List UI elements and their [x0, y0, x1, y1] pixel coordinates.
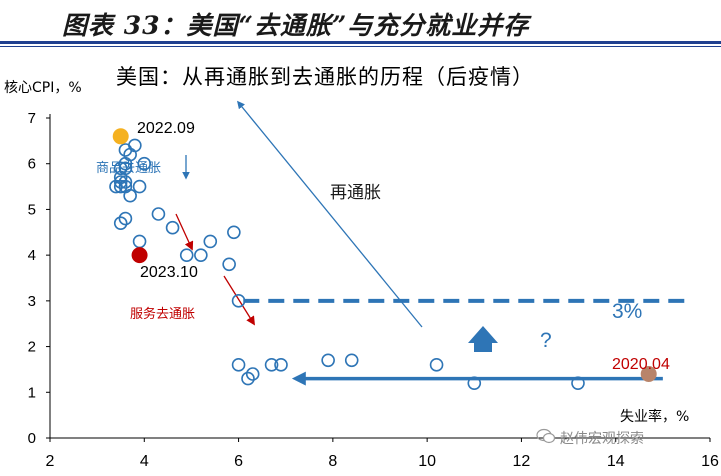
data-point: [241, 371, 255, 386]
data-point: [231, 294, 246, 308]
highlight-point-2020-04: [640, 366, 657, 382]
watermark-text: 赵伟宏观探索: [560, 431, 644, 447]
reinflation-arrow: [237, 100, 423, 328]
question-mark: ?: [540, 329, 552, 352]
x-tick-label: 14: [607, 453, 625, 470]
y-tick-label: 5: [28, 201, 36, 218]
data-point: [118, 161, 133, 176]
up-arrow: [468, 326, 498, 352]
data-point: [467, 376, 482, 390]
data-point: [429, 358, 444, 372]
data-point: [123, 188, 137, 203]
data-point: [128, 138, 142, 153]
data-point: [245, 367, 260, 381]
data-point: [227, 225, 241, 240]
y-tick-label: 7: [28, 110, 36, 127]
x-tick-label: 10: [418, 453, 436, 470]
x-axis-label: 失业率，%: [620, 408, 689, 425]
y-tick-label: 3: [28, 293, 36, 310]
data-point: [344, 353, 359, 368]
data-point: [274, 358, 288, 372]
data-point: [113, 216, 128, 230]
data-point: [113, 161, 128, 176]
highlight-label-2022-09: 2022.09: [137, 120, 195, 137]
x-tick-label: 8: [328, 453, 337, 470]
chart-header: 图表 33：美国“去通胀”与充分就业并存: [0, 0, 721, 47]
x-tick-label: 6: [234, 453, 243, 470]
data-point: [222, 257, 236, 272]
chart-title: 美国：从再通胀到去通胀的历程（后疫情）: [116, 65, 534, 89]
highlight-point-2022-09: [112, 128, 129, 145]
data-point: [151, 207, 166, 221]
data-point: [118, 211, 133, 226]
data-point: [109, 179, 123, 194]
y-tick-label: 4: [28, 247, 36, 264]
services-arrow-lower: [223, 275, 255, 326]
data-point: [179, 248, 194, 262]
x-tick-label: 16: [701, 453, 719, 470]
data-point: [571, 376, 585, 390]
highlight-label-2023-10: 2023.10: [140, 264, 198, 281]
data-point: [194, 248, 208, 262]
x-tick-label: 2: [46, 453, 55, 470]
highlight-point-2023-10: [131, 247, 148, 264]
y-tick-label: 6: [28, 156, 36, 173]
header-rule: [0, 41, 721, 44]
data-point: [203, 234, 218, 249]
x-tick-label: 4: [140, 453, 149, 470]
y-axis-label: 核心CPI，%: [4, 80, 82, 96]
y-tick-label: 2: [28, 339, 36, 356]
wechat-icon: [536, 428, 556, 444]
data-point: [132, 234, 147, 249]
services-arrow-upper: [175, 213, 194, 251]
x-tick-label: 12: [513, 453, 531, 470]
data-point: [113, 179, 128, 194]
data-point: [137, 156, 152, 171]
highlight-label-2020-04: 2020.04: [612, 356, 670, 373]
data-point: [132, 179, 147, 194]
services-disinflation-label: 服务去通胀: [130, 306, 195, 322]
y-tick-label: 1: [28, 384, 36, 401]
data-point: [321, 353, 335, 368]
reinflation-label: 再通胀: [330, 183, 381, 203]
figure-title: 图表 33：美国“去通胀”与充分就业并存: [62, 11, 530, 40]
data-point: [113, 175, 128, 189]
data-point: [264, 358, 279, 372]
header-rule-thin: [0, 46, 721, 47]
y-tick-label: 0: [28, 430, 36, 447]
threshold-label: 3%: [612, 300, 642, 323]
data-point: [231, 358, 246, 372]
data-point: [165, 220, 180, 235]
